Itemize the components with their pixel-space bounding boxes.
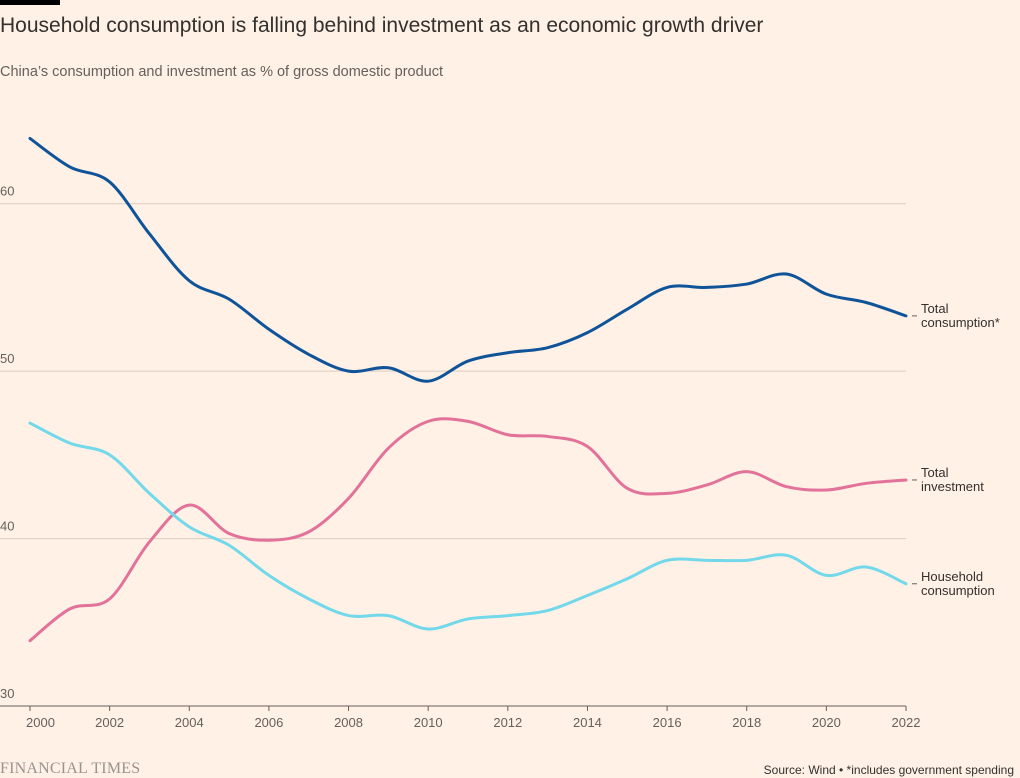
x-axis-ticks: 2000 2002 2004 2006 2008 2010 2012 2014 2016 2018… (26, 706, 920, 730)
x-tick-label-2000: 2000 (26, 715, 55, 730)
x-tick-label-2006: 2006 (254, 715, 283, 730)
y-axis-ticks: 30 40 50 60 (0, 184, 14, 701)
x-tick-label-2014: 2014 (573, 715, 602, 730)
ft-top-accent-bar (0, 0, 60, 5)
series-line-household-consumption (28, 421, 908, 631)
x-tick-label-2020: 2020 (812, 715, 841, 730)
x-tick-label-2016: 2016 (653, 715, 682, 730)
x-tick-label-2018: 2018 (732, 715, 761, 730)
series-label-household-consumption-line-1: Household (921, 569, 983, 584)
chart-title: Household consumption is falling behind … (0, 14, 764, 37)
y-tick-label-50: 50 (0, 351, 14, 366)
series-lines (28, 136, 908, 643)
x-tick-label-2004: 2004 (175, 715, 204, 730)
gridlines (0, 203, 906, 707)
y-tick-label-60: 60 (0, 184, 14, 199)
series-label-total-consumption-line-2: consumption* (921, 315, 1000, 330)
y-tick-label-40: 40 (0, 519, 14, 534)
series-label-total-investment-line-2: investment (921, 479, 984, 494)
series-labels: Totalconsumption*TotalinvestmentHousehol… (912, 301, 1000, 598)
y-tick-label-30: 30 (0, 686, 14, 701)
series-line-total-investment (28, 417, 908, 643)
x-tick-label-2002: 2002 (95, 715, 124, 730)
x-tick-label-2022: 2022 (892, 715, 921, 730)
series-label-total-investment-line-1: Total (921, 465, 949, 480)
source-note: Source: Wind • *includes government spen… (763, 763, 1014, 777)
x-tick-label-2012: 2012 (493, 715, 522, 730)
series-label-household-consumption-line-2: consumption (921, 583, 995, 598)
x-tick-label-2008: 2008 (334, 715, 363, 730)
x-tick-label-2010: 2010 (414, 715, 443, 730)
ft-brand-logo: FINANCIAL TIMES (0, 760, 141, 777)
chart-subtitle: China’s consumption and investment as % … (0, 64, 444, 80)
series-label-total-consumption-line-1: Total (921, 301, 949, 316)
series-line-total-consumption (28, 136, 908, 383)
